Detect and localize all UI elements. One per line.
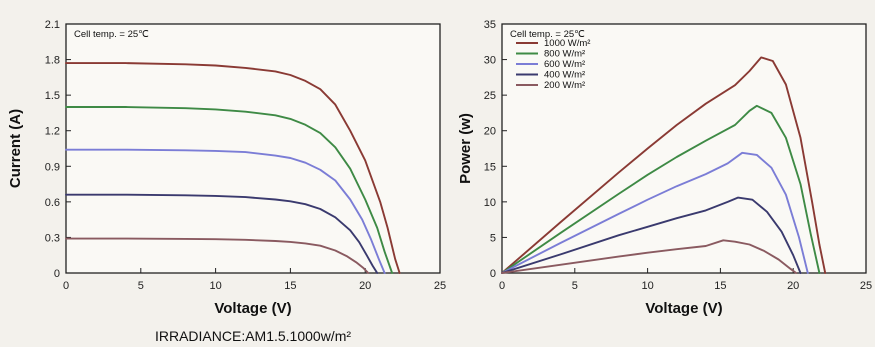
x-tick-label: 15 (284, 280, 296, 292)
x-tick-label: 20 (787, 280, 799, 292)
y-tick-label: 0.3 (45, 232, 60, 244)
series-line-2 (65, 106, 394, 274)
plot-frame (65, 23, 441, 274)
legend-label-1: 1000 W/m² (544, 38, 590, 49)
y-tick-label: 2.1 (45, 19, 60, 31)
y-tick-label: 0.9 (45, 161, 60, 173)
y-tick-label: 35 (484, 19, 496, 31)
irradiance-caption: IRRADIANCE:AM1.5.1000w/m² (155, 328, 351, 344)
series-line-4 (65, 193, 379, 274)
series-line-1 (501, 56, 827, 274)
y-tick-label: 20 (484, 126, 496, 138)
x-tick-label: 5 (572, 280, 578, 292)
y-tick-label: 25 (484, 90, 496, 102)
y-tick-label: 0 (54, 268, 60, 280)
y-tick-label: 1.5 (45, 90, 60, 102)
x-tick-label: 0 (499, 280, 505, 292)
series-line-4 (501, 196, 802, 274)
y-tick-label: 0.6 (45, 197, 60, 209)
cell-temp-annotation: Cell temp. = 25℃ (74, 29, 149, 40)
y-tick-label: 10 (484, 197, 496, 209)
series-line-3 (501, 151, 809, 274)
x-tick-label: 25 (434, 280, 446, 292)
y-tick-label: 30 (484, 55, 496, 67)
y-axis-label: Current (A) (7, 109, 24, 188)
series-line-1 (65, 62, 401, 274)
chart-panel-1: 0 5 10 15 20 25 0 0.3 0.6 0.9 1.2 1.5 1.8 2.1 Voltage … (7, 19, 446, 317)
series-line-3 (65, 148, 386, 274)
legend-label-5: 200 W/m² (544, 80, 585, 91)
legend-label-2: 800 W/m² (544, 49, 585, 60)
cell-temp-annotation: Cell temp. = 25℃ (510, 29, 585, 40)
x-tick-label: 15 (714, 280, 726, 292)
x-axis-label: Voltage (V) (214, 300, 291, 317)
y-tick-label: 5 (490, 232, 496, 244)
chart-panel-2: 0 5 10 15 20 25 0 5 10 15 20 25 30 35 Voltage (V) Power… (457, 19, 872, 317)
y-tick-label: 1.2 (45, 126, 60, 138)
y-tick-label: 1.8 (45, 55, 60, 67)
x-axis-label: Voltage (V) (645, 300, 722, 317)
series-line-2 (501, 104, 821, 274)
x-tick-label: 25 (860, 280, 872, 292)
y-tick-label: 15 (484, 161, 496, 173)
series-line-5 (65, 237, 370, 274)
y-tick-label: 0 (490, 268, 496, 280)
legend-label-3: 600 W/m² (544, 59, 585, 70)
x-tick-label: 20 (359, 280, 371, 292)
series-line-5 (501, 239, 798, 274)
legend-label-4: 400 W/m² (544, 70, 585, 81)
x-tick-label: 0 (63, 280, 69, 292)
x-tick-label: 10 (209, 280, 221, 292)
x-tick-label: 10 (641, 280, 653, 292)
y-axis-label: Power (w) (457, 113, 474, 184)
x-tick-label: 5 (138, 280, 144, 292)
